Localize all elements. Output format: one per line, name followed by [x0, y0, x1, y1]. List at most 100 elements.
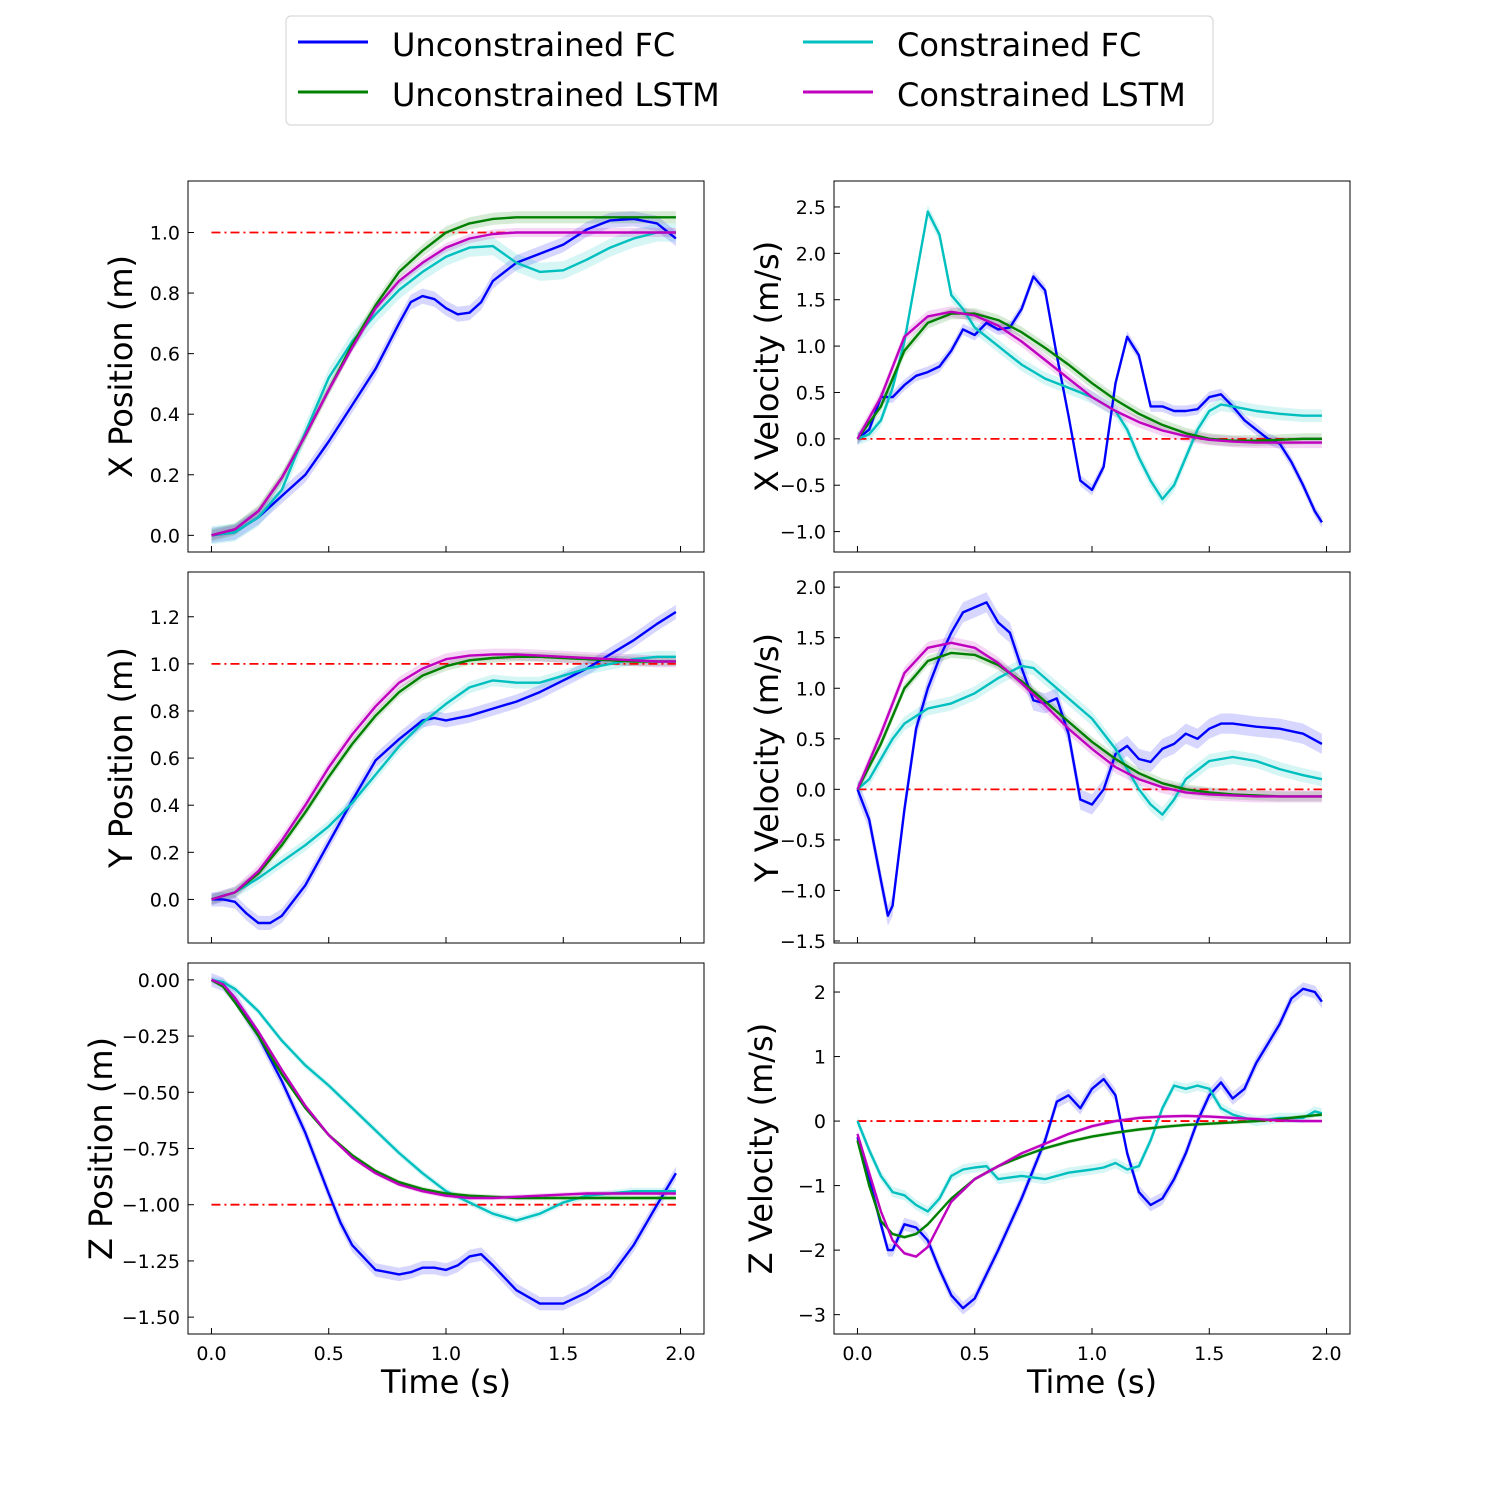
series-line: [211, 653, 676, 901]
x-tick-label: 1.5: [1194, 1343, 1224, 1365]
series-line: [211, 231, 676, 537]
y-tick-label: 0.8: [150, 701, 180, 723]
y-tick-label: 0.0: [150, 525, 180, 547]
y-tick-label: 2.5: [796, 197, 826, 219]
x-tick-label: 0.0: [842, 1343, 872, 1365]
legend-label: Unconstrained FC: [392, 26, 675, 64]
confidence-band: [211, 650, 676, 906]
series-line: [856, 312, 1322, 442]
y-tick-label: −0.25: [122, 1026, 180, 1048]
legend-frame: [285, 15, 1214, 126]
x-tick-label: 2.0: [1311, 1343, 1341, 1365]
series-line: [856, 1113, 1323, 1239]
subplot-x-velocity: −1.0 −0.5 0.0 0.5 1.0 1.5 2.0 2.5 X Velocity (m/…: [748, 180, 1351, 553]
x-tick-label: 0.5: [314, 1343, 344, 1365]
confidence-band: [211, 977, 676, 1201]
x-axis-label: Time (s): [380, 1363, 511, 1401]
series-line: [211, 978, 676, 1200]
y-tick-label: 0: [814, 1111, 826, 1133]
y-tick-label: 1.5: [796, 628, 826, 650]
confidence-band: [211, 605, 676, 930]
y-tick-label: −1.00: [122, 1195, 180, 1217]
subplot-y-position: 0.0 0.2 0.4 0.6 0.8 1.0 1.2 Y Position (m): [102, 571, 705, 944]
legend-label: Unconstrained LSTM: [392, 76, 720, 114]
series-line: [857, 210, 1322, 501]
y-tick-label: 2.0: [796, 243, 826, 265]
y-tick-label: 0.6: [150, 344, 180, 366]
plot-area: [856, 205, 1323, 528]
y-tick-label: −0.75: [122, 1139, 180, 1161]
plot-area: [210, 973, 677, 1311]
series-line: [211, 978, 677, 1305]
y-tick-label: 1.5: [796, 290, 826, 312]
y-tick-label: 0.4: [150, 404, 180, 426]
y-tick-label: 0.0: [796, 429, 826, 451]
y-axis-label: X Velocity (m/s): [748, 241, 786, 492]
y-tick-label: 0.0: [796, 779, 826, 801]
confidence-band: [857, 658, 1322, 822]
y-tick-label: −1.50: [122, 1307, 180, 1329]
x-axis-label: Time (s): [1026, 1363, 1157, 1401]
legend-entry: Constrained FC: [803, 26, 1141, 64]
y-tick-label: −0.50: [122, 1082, 180, 1104]
confidence-band: [857, 982, 1322, 1315]
confidence-band: [857, 308, 1322, 447]
confidence-band: [857, 205, 1322, 506]
series-line: [856, 664, 1323, 816]
confidence-band: [211, 227, 676, 540]
y-tick-label: 1.0: [150, 222, 180, 244]
y-tick-label: 0.2: [150, 842, 180, 864]
series-line: [211, 231, 676, 537]
y-tick-label: 1.2: [150, 607, 180, 629]
y-tick-label: 1: [814, 1047, 826, 1069]
y-tick-label: 0.0: [150, 889, 180, 911]
y-tick-label: −1.0: [780, 880, 826, 902]
x-tick-label: 1.0: [1077, 1343, 1107, 1365]
series-line: [211, 978, 676, 1222]
plot-area: [856, 982, 1323, 1315]
legend-entry: Unconstrained FC: [298, 26, 675, 64]
y-axis-label: Z Position (m): [82, 1037, 120, 1260]
y-tick-label: −1.5: [780, 931, 826, 953]
series-line: [211, 217, 677, 537]
y-axis-label: X Position (m): [102, 255, 140, 478]
y-tick-label: 1.0: [150, 654, 180, 676]
x-tick-label: 1.0: [431, 1343, 461, 1365]
y-tick-label: −1.0: [780, 522, 826, 544]
subplot-y-velocity: −1.5 −1.0 −0.5 0.0 0.5 1.0 1.5 2.0 Y Velocity (m…: [748, 571, 1351, 953]
series-line: [856, 310, 1322, 444]
legend-entry: Constrained LSTM: [803, 76, 1186, 114]
y-tick-label: 0.5: [796, 382, 826, 404]
confidence-band: [211, 977, 676, 1201]
y-tick-label: −0.5: [780, 475, 826, 497]
x-tick-label: 0.0: [196, 1343, 226, 1365]
y-tick-label: −1.25: [122, 1251, 180, 1273]
y-tick-label: 2.0: [796, 577, 826, 599]
x-tick-label: 1.5: [548, 1343, 578, 1365]
y-tick-label: 2: [814, 982, 826, 1004]
y-tick-label: −3: [798, 1305, 826, 1327]
y-axis-label: Y Position (m): [102, 647, 140, 869]
y-axis-label: Y Velocity (m/s): [748, 633, 786, 883]
series-line: [211, 655, 676, 901]
axes-frame: [833, 962, 1351, 1335]
y-tick-label: −1: [798, 1176, 826, 1198]
subplot-x-position: 0.0 0.2 0.4 0.6 0.8 1.0 X Position (m): [102, 180, 705, 553]
legend-label: Constrained LSTM: [897, 76, 1186, 114]
x-tick-label: 0.5: [960, 1343, 990, 1365]
series-line: [856, 641, 1322, 798]
confidence-band: [211, 211, 676, 542]
y-tick-label: −0.5: [780, 830, 826, 852]
legend: Unconstrained FC Constrained FC Unconstr…: [285, 15, 1214, 126]
axes-frame: [187, 571, 705, 944]
confidence-band: [211, 973, 676, 1311]
legend-label: Constrained FC: [897, 26, 1141, 64]
y-axis-label: Z Velocity (m/s): [742, 1023, 780, 1274]
y-tick-label: 1.0: [796, 678, 826, 700]
y-tick-label: −2: [798, 1240, 826, 1262]
subplot-z-position: 0.0 0.5 1.0 1.5 2.0 −1.50 −1.25 −1.00 −0.75 −0.50…: [82, 962, 705, 1401]
confidence-band: [857, 1112, 1322, 1240]
confidence-band: [857, 1080, 1322, 1217]
confidence-band: [211, 976, 676, 1224]
